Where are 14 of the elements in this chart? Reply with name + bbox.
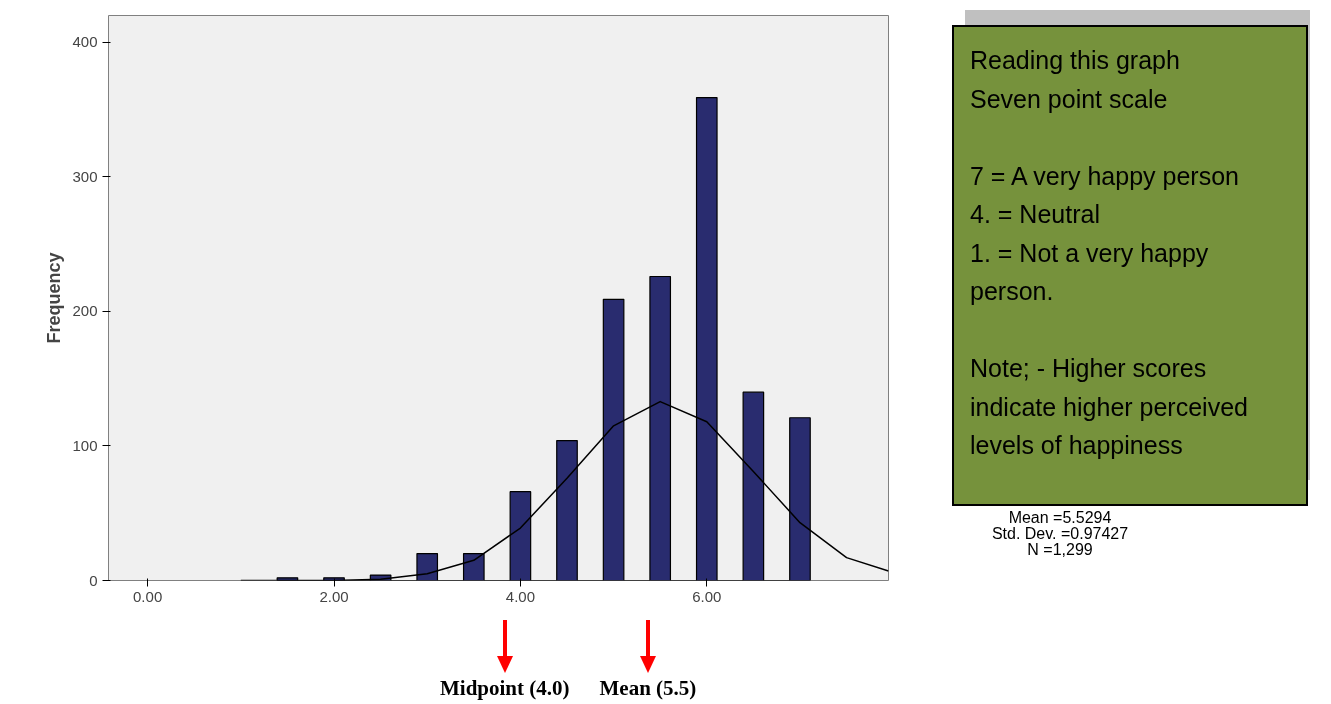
text: Midpoint (4.0) [440, 675, 570, 702]
y-tick-label: 100 [72, 436, 98, 454]
x-tick-label: 6.00 [692, 587, 722, 605]
text: Mean =5.5294 Std. Dev. =0.97427 N =1,299 [990, 509, 1130, 558]
y-tick-label: 400 [72, 33, 98, 51]
y-axis-title: Frequency [44, 252, 65, 344]
y-tick-label: 200 [72, 302, 98, 320]
x-tick-label: 0.00 [133, 587, 163, 605]
x-tick-label: 2.00 [319, 587, 349, 605]
x-tick-label: 4.00 [505, 587, 536, 605]
y-tick-label: 300 [72, 167, 98, 185]
text: Reading this graph Seven point scale 7 = A very happy person 4. = Neutral 1. = Not a very happy person. Note; - Higher scores indicate higher perceived levels of happiness [970, 46, 1248, 459]
text: Mean (5.5) [599, 675, 697, 702]
y-tick-label: 0 [89, 571, 98, 589]
